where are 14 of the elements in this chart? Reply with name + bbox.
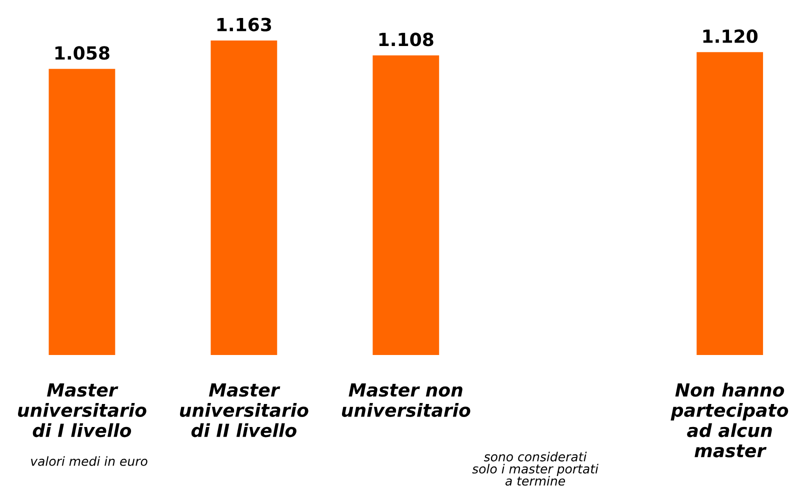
data-label: 1.108 — [379, 32, 434, 46]
bar — [696, 52, 764, 355]
x-tick-label: Master non universitario — [342, 383, 470, 417]
x-tick-label: Non hanno partecipato ad alcun master — [670, 382, 788, 458]
x-tick-label: Master universitario di II livello — [180, 383, 308, 438]
bar — [48, 68, 116, 355]
text: valori medi in euro — [31, 456, 148, 466]
bar — [210, 40, 278, 355]
data-label: 1.120 — [703, 29, 758, 44]
text: sono considerati solo i master portati a termine — [472, 452, 598, 486]
bar — [372, 55, 440, 355]
data-label: 1.058 — [55, 46, 110, 60]
x-tick-label: Master universitario di I livello — [18, 383, 146, 438]
data-label: 1.163 — [217, 18, 272, 32]
